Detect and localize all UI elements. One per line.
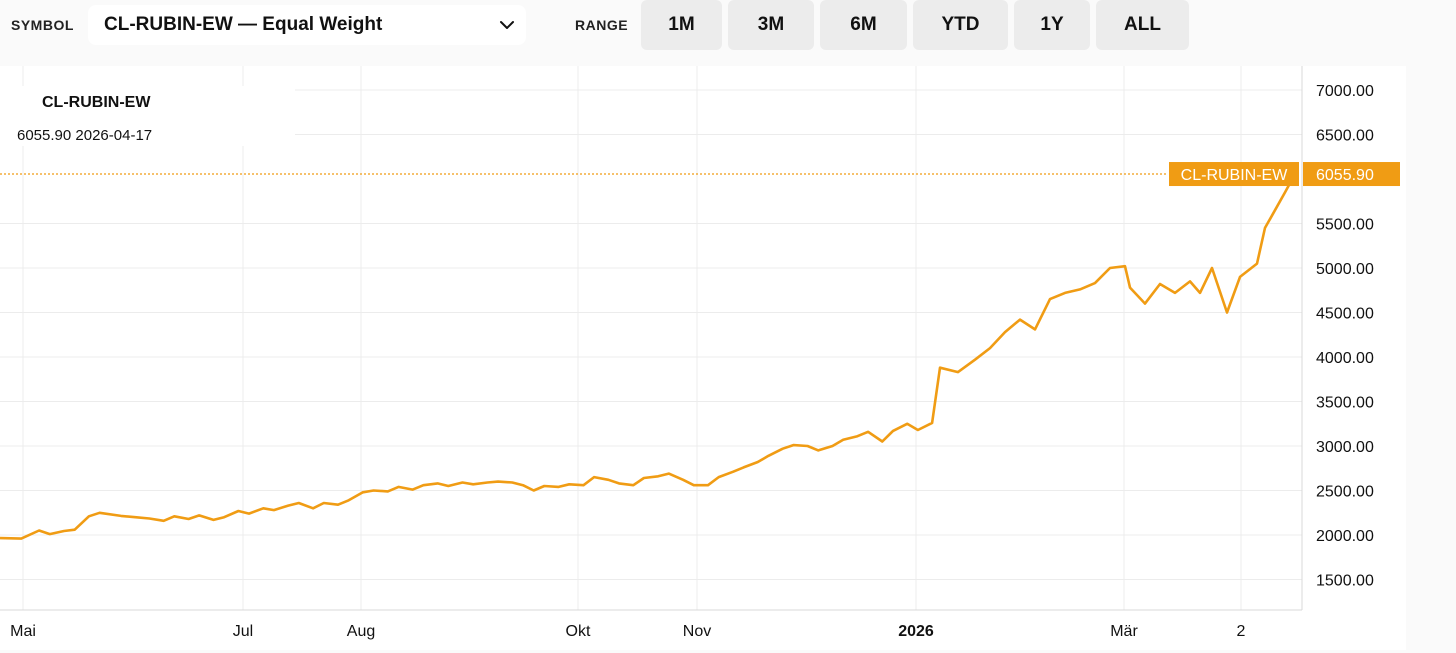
y-tick-label: 2500.00	[1316, 484, 1374, 501]
toolbar: SYMBOL CL-RUBIN-EW — Equal Weight RANGE …	[0, 0, 1456, 52]
chart-legend: CL-RUBIN-EW 6055.90 2026-04-17	[0, 86, 295, 146]
y-tick-label: 4000.00	[1316, 350, 1374, 367]
y-tick-label: 4500.00	[1316, 306, 1374, 323]
range-label: RANGE	[575, 17, 629, 33]
range-button-all[interactable]: ALL	[1096, 0, 1189, 50]
chevron-down-icon	[500, 21, 514, 29]
last-price-label: 6055.90	[1316, 167, 1374, 184]
symbol-select-value: CL-RUBIN-EW — Equal Weight	[104, 14, 383, 35]
legend-date: 2026-04-17	[75, 127, 153, 144]
range-button-1y[interactable]: 1Y	[1014, 0, 1090, 50]
last-price-tag	[1303, 162, 1400, 187]
price-chart[interactable]: 1500.00 2000.00 2500.00 3000.00 3500.00 4000.…	[0, 66, 1406, 650]
y-tick-label: 5000.00	[1316, 261, 1374, 278]
y-tick-label: 1500.00	[1316, 573, 1374, 590]
x-tick-label: Mai	[10, 623, 36, 640]
x-tick-label: 2026	[898, 623, 934, 640]
y-tick-label: 3000.00	[1316, 439, 1374, 456]
symbol-select[interactable]: CL-RUBIN-EW — Equal Weight	[88, 5, 526, 45]
x-tick-label: 2	[1237, 623, 1246, 640]
series-line	[0, 173, 1297, 540]
x-tick-label: Okt	[566, 623, 591, 640]
legend-series-name: CL-RUBIN-EW	[42, 94, 151, 111]
x-tick-label: Nov	[683, 623, 711, 640]
price-line-name: CL-RUBIN-EW	[1181, 167, 1289, 184]
symbol-label: SYMBOL	[11, 17, 74, 33]
range-button-3m[interactable]: 3M	[728, 0, 814, 50]
x-tick-label: Jul	[233, 623, 253, 640]
y-tick-label: 2000.00	[1316, 528, 1374, 545]
x-tick-label: Aug	[347, 623, 375, 640]
legend-series-value: 6055.90 2026-04-17	[17, 127, 152, 144]
x-tick-label: Mär	[1110, 623, 1138, 640]
range-button-1m[interactable]: 1M	[641, 0, 722, 50]
y-tick-label: 7000.00	[1316, 83, 1374, 100]
chart-panel[interactable]: 1500.00 2000.00 2500.00 3000.00 3500.00 4000.…	[0, 66, 1406, 650]
y-tick-label: 6500.00	[1316, 128, 1374, 145]
range-button-ytd[interactable]: YTD	[913, 0, 1008, 50]
price-line-name-tag	[1169, 162, 1299, 187]
y-tick-label: 5500.00	[1316, 217, 1374, 234]
y-tick-label: 3500.00	[1316, 395, 1374, 412]
range-button-6m[interactable]: 6M	[820, 0, 907, 50]
legend-value: 6055.90	[17, 127, 72, 144]
